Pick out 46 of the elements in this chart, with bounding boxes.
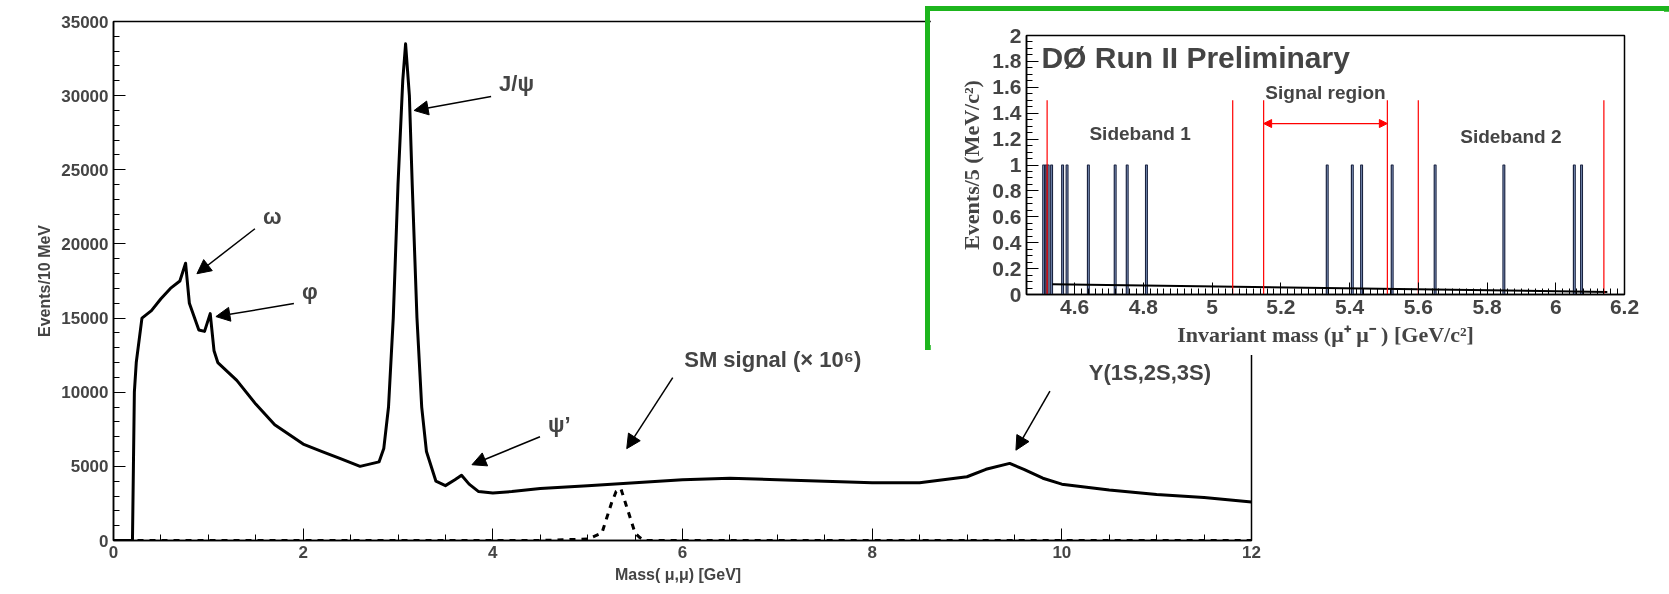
x-tick-label: 4.8 bbox=[1128, 294, 1159, 318]
x-tick-label: 5.4 bbox=[1334, 294, 1365, 318]
y-tick-label: 15000 bbox=[61, 309, 109, 329]
annotation: φ bbox=[301, 278, 318, 304]
chart-title: DØ Run II Preliminary bbox=[1041, 40, 1351, 74]
x-tick-label: 5.8 bbox=[1472, 294, 1502, 318]
x-tick-label: 6 bbox=[1549, 294, 1562, 318]
annotation: Signal region bbox=[1265, 81, 1386, 103]
y-axis-title: Events/10 MeV bbox=[36, 224, 54, 338]
y-tick-label: 1 bbox=[1009, 153, 1022, 176]
y-tick-label: 0.6 bbox=[992, 204, 1022, 228]
x-tick-label: 12 bbox=[1242, 542, 1261, 562]
x-axis-title: Invariant mass (μ⁺ μ⁻ ) [GeV/c²] bbox=[1177, 321, 1474, 347]
x-tick-label: 5.6 bbox=[1403, 294, 1433, 318]
annotation: Sideband 1 bbox=[1089, 123, 1192, 145]
y-tick-label: 1.6 bbox=[992, 75, 1022, 99]
annotation: Sideband 2 bbox=[1460, 126, 1562, 148]
y-tick-label: 25000 bbox=[61, 160, 109, 180]
y-tick-label: 5000 bbox=[70, 457, 109, 477]
annotation: J/ψ bbox=[499, 71, 535, 97]
y-tick-label: 30000 bbox=[61, 86, 109, 106]
x-tick-label: 10 bbox=[1052, 542, 1072, 562]
y-tick-label: 35000 bbox=[61, 12, 109, 32]
x-axis-title: Mass( μ,μ) [GeV] bbox=[614, 565, 742, 583]
annotation: SM signal (× 10⁶) bbox=[684, 346, 862, 372]
x-tick-label: 6 bbox=[677, 542, 688, 562]
y-tick-label: 10000 bbox=[61, 383, 109, 403]
y-tick-label: 1.8 bbox=[992, 49, 1022, 73]
annotation: ψ’ bbox=[547, 411, 571, 437]
x-tick-label: 5 bbox=[1206, 294, 1219, 318]
y-tick-label: 0.8 bbox=[992, 178, 1022, 202]
x-tick-label: 2 bbox=[298, 542, 308, 562]
annotation: Υ(1S,2S,3S) bbox=[1088, 360, 1212, 386]
x-tick-label: 4 bbox=[488, 542, 499, 562]
y-tick-label: 0.2 bbox=[992, 256, 1022, 280]
x-tick-label: 8 bbox=[867, 542, 877, 562]
x-tick-label: 4.6 bbox=[1060, 294, 1090, 318]
x-tick-label: 6.2 bbox=[1609, 294, 1640, 318]
annotation: ω bbox=[262, 203, 282, 229]
y-tick-label: 20000 bbox=[61, 234, 109, 254]
y-tick-label: 1.2 bbox=[992, 127, 1022, 151]
y-axis-title: Events/5 (MeV/c²) bbox=[959, 80, 985, 250]
y-tick-label: 1.4 bbox=[992, 101, 1022, 125]
y-tick-label: 0.4 bbox=[992, 230, 1022, 254]
x-tick-label: 5.2 bbox=[1266, 294, 1296, 318]
y-tick-label: 2 bbox=[1009, 23, 1022, 47]
